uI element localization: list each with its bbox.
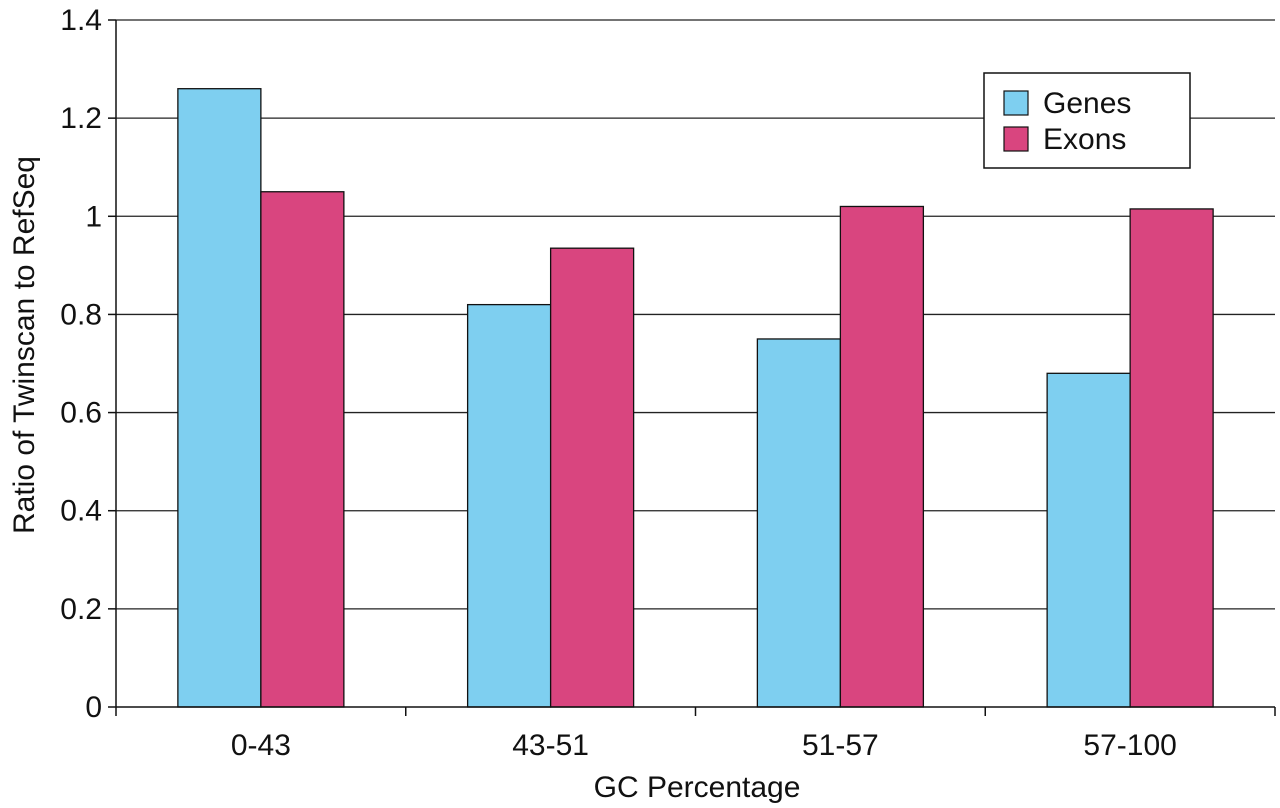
legend-swatch-exons	[1003, 126, 1029, 152]
x-tick-label: 0-43	[231, 729, 291, 762]
legend: Genes Exons	[983, 72, 1191, 169]
bars	[177, 88, 1214, 708]
bar-genes-51-57	[756, 338, 842, 708]
axes	[108, 19, 1276, 716]
y-tick-label: 0.2	[60, 593, 102, 626]
y-tick-label: 1.4	[60, 4, 102, 37]
x-tick-label: 51-57	[802, 729, 879, 762]
y-tick-labels: 0 0.2 0.4 0.6 0.8 1 1.2 1.4	[60, 4, 102, 724]
legend-swatch-genes	[1003, 90, 1029, 116]
legend-label-genes: Genes	[1043, 87, 1131, 120]
legend-label-exons: Exons	[1043, 123, 1126, 156]
y-tick-label: 0	[85, 691, 102, 724]
bar-exons-0-43	[260, 191, 345, 708]
bar-exons-43-51	[549, 247, 635, 708]
x-tick-label: 43-51	[512, 729, 589, 762]
bar-genes-43-51	[466, 303, 552, 708]
x-tick-label: 57-100	[1083, 729, 1176, 762]
y-tick-label: 0.8	[60, 298, 102, 331]
bar-genes-0-43	[177, 88, 262, 708]
bar-genes-57-100	[1046, 372, 1131, 708]
y-tick-label: 1.2	[60, 102, 102, 135]
x-axis-title: GC Percentage	[594, 771, 801, 804]
y-axis-title: Ratio of Twinscan to RefSeq	[8, 156, 41, 534]
y-tick-label: 0.6	[60, 397, 102, 430]
y-tick-label: 0.4	[60, 495, 102, 528]
bar-exons-57-100	[1129, 208, 1214, 708]
x-tick-labels: 0-43 43-51 51-57 57-100	[231, 729, 1177, 762]
bar-exons-51-57	[839, 205, 925, 708]
legend-box	[983, 72, 1191, 169]
y-tick-label: 1	[85, 200, 102, 233]
